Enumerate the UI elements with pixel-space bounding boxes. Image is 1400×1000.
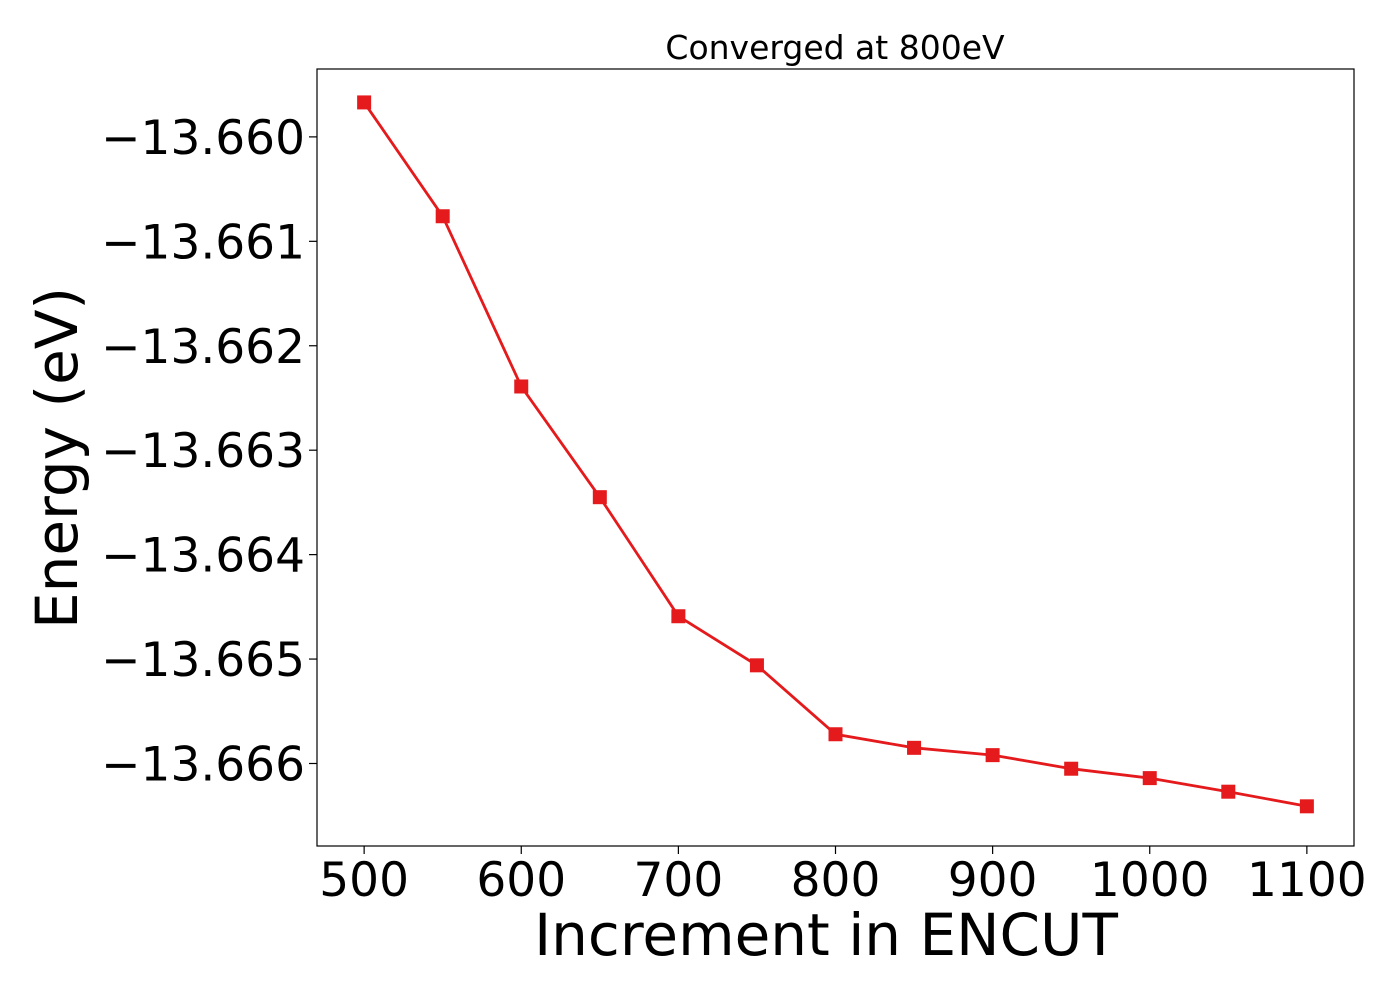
- data-point-marker: [1064, 761, 1079, 776]
- chart-title: Converged at 800eV: [665, 28, 1005, 67]
- data-point-marker: [592, 490, 607, 505]
- x-tick-label: 500: [319, 853, 409, 908]
- y-tick-label: −13.666: [101, 737, 305, 792]
- data-point-marker: [1299, 799, 1314, 814]
- data-point-marker: [828, 727, 843, 742]
- y-axis-label: Energy (eV): [23, 287, 91, 629]
- data-point-marker: [514, 379, 529, 394]
- x-tick-label: 800: [791, 853, 881, 908]
- y-tick-label: −13.664: [101, 529, 305, 584]
- data-point-marker: [749, 658, 764, 673]
- data-point-marker: [671, 609, 686, 624]
- data-point-marker: [907, 740, 922, 755]
- x-tick-label: 600: [476, 853, 566, 908]
- data-point-marker: [985, 748, 1000, 763]
- y-tick-label: −13.665: [101, 633, 305, 688]
- y-axis: −13.660 −13.661 −13.662 −13.663 −13.664 −13.6…: [101, 111, 317, 792]
- x-tick-label: 900: [948, 853, 1038, 908]
- x-tick-label: 1100: [1247, 853, 1367, 908]
- data-point-marker: [1142, 771, 1157, 786]
- data-point-marker: [435, 209, 450, 224]
- x-tick-label: 700: [634, 853, 724, 908]
- data-point-marker: [1221, 784, 1236, 799]
- x-axis-label: Increment in ENCUT: [534, 901, 1118, 969]
- y-tick-label: −13.662: [101, 320, 305, 375]
- data-point-marker: [357, 95, 372, 110]
- y-tick-label: −13.661: [101, 215, 305, 270]
- y-tick-label: −13.663: [101, 424, 305, 479]
- x-axis: 500 600 700 800 900 1000 1100: [319, 846, 1367, 908]
- y-tick-label: −13.660: [101, 111, 305, 166]
- plot-area: [316, 68, 1355, 847]
- series-markers: [357, 95, 1314, 814]
- x-tick-label: 1000: [1090, 853, 1210, 908]
